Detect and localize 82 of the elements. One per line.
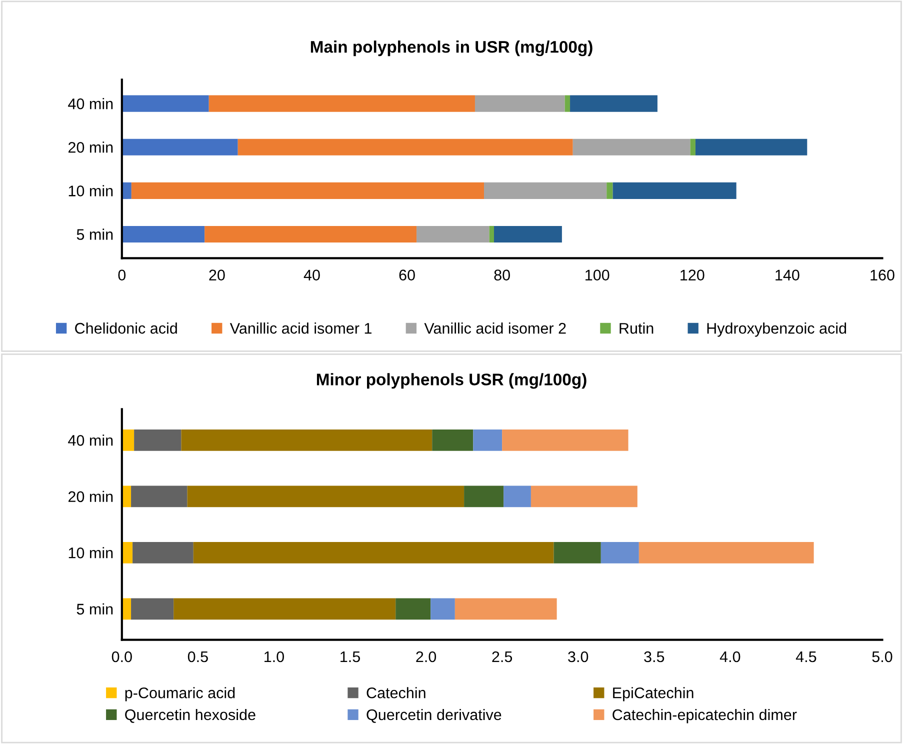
y-tick-label: 10 min [68, 547, 113, 558]
bar [187, 486, 464, 508]
x-tick-label: 3.5 [644, 651, 664, 662]
bar [134, 429, 182, 451]
bar [454, 598, 557, 620]
x-tick-label: 100 [586, 270, 610, 280]
x-tick-label: 0 [118, 270, 126, 280]
bar [690, 138, 696, 156]
bar [122, 542, 133, 564]
x-tick-label: 160 [870, 270, 894, 280]
legend-label: Quercetin hexoside [125, 708, 256, 723]
x-tick-label: 60 [399, 270, 415, 280]
bar [238, 138, 573, 156]
x-tick-label: 40 [304, 270, 320, 280]
y-tick-label: 20 min [68, 490, 113, 502]
y-tick-label: 5 min [76, 603, 113, 615]
bar [132, 542, 194, 564]
y-tick-label: 40 min [68, 98, 113, 110]
bar [474, 95, 565, 112]
legend-label: Hydroxybenzoic acid [707, 322, 846, 337]
legend-label: Rutin [620, 322, 654, 334]
y-tick-label: 10 min [68, 185, 113, 196]
bar [181, 429, 432, 451]
bar [494, 226, 562, 242]
bar [131, 486, 188, 508]
bar [530, 486, 638, 508]
bar [174, 598, 396, 620]
y-tick-label: 5 min [76, 228, 113, 240]
x-tick-label: 0.0 [112, 651, 132, 662]
legend-label: Chelidonic acid [75, 322, 177, 334]
bar [430, 598, 455, 620]
x-tick-label: 80 [494, 270, 510, 280]
bar [489, 226, 494, 242]
bar [638, 542, 814, 564]
bar [464, 486, 504, 508]
x-tick-label: 2.5 [492, 651, 512, 662]
bar [570, 95, 658, 112]
bar [612, 182, 736, 199]
legend-label: Vanillic acid isomer 2 [424, 322, 566, 334]
legend-label: Catechin-epicatechin dimer [612, 708, 797, 724]
legend-label: EpiCatechin [613, 687, 694, 702]
legend-label: p-Coumaric acid [125, 687, 235, 702]
bar [484, 182, 607, 199]
bar [122, 138, 238, 156]
bar [572, 138, 690, 156]
bar [122, 429, 134, 451]
bar [504, 486, 531, 508]
y-tick-label: 20 min [68, 142, 113, 153]
chart-title: Minor polyphenols USR (mg/100g) [316, 373, 586, 389]
x-tick-label: 140 [776, 270, 800, 280]
x-tick-label: 4.0 [720, 651, 740, 662]
bar [473, 429, 502, 451]
x-tick-label: 20 [209, 270, 225, 280]
chart-title: Main polyphenols in USR (mg/100g) [310, 40, 592, 56]
x-tick-label: 2.0 [416, 651, 436, 662]
x-tick-label: 0.5 [188, 651, 208, 662]
legend-label: Vanillic acid isomer 1 [230, 322, 372, 334]
bar [554, 542, 601, 564]
bar [600, 542, 639, 564]
bar [416, 226, 490, 242]
bar [131, 598, 174, 620]
bar [131, 182, 484, 199]
legend-label: Quercetin derivative [366, 708, 502, 723]
x-tick-label: 5.0 [872, 651, 892, 662]
bar [606, 182, 613, 199]
bar [204, 226, 417, 242]
x-tick-label: 3.0 [568, 651, 588, 662]
bar [396, 598, 431, 620]
x-tick-label: 120 [680, 270, 704, 280]
bar [122, 95, 209, 112]
bar [122, 226, 205, 242]
bar [695, 138, 808, 156]
y-tick-label: 40 min [68, 434, 113, 446]
x-tick-label: 1.5 [340, 652, 360, 662]
x-tick-label: 1.0 [264, 651, 284, 662]
bar [208, 95, 475, 112]
bar [502, 429, 628, 451]
bar [564, 95, 570, 112]
bar [432, 429, 474, 451]
bar [193, 542, 554, 564]
legend-label: Catechin [366, 687, 426, 698]
x-tick-label: 4.5 [796, 652, 816, 662]
